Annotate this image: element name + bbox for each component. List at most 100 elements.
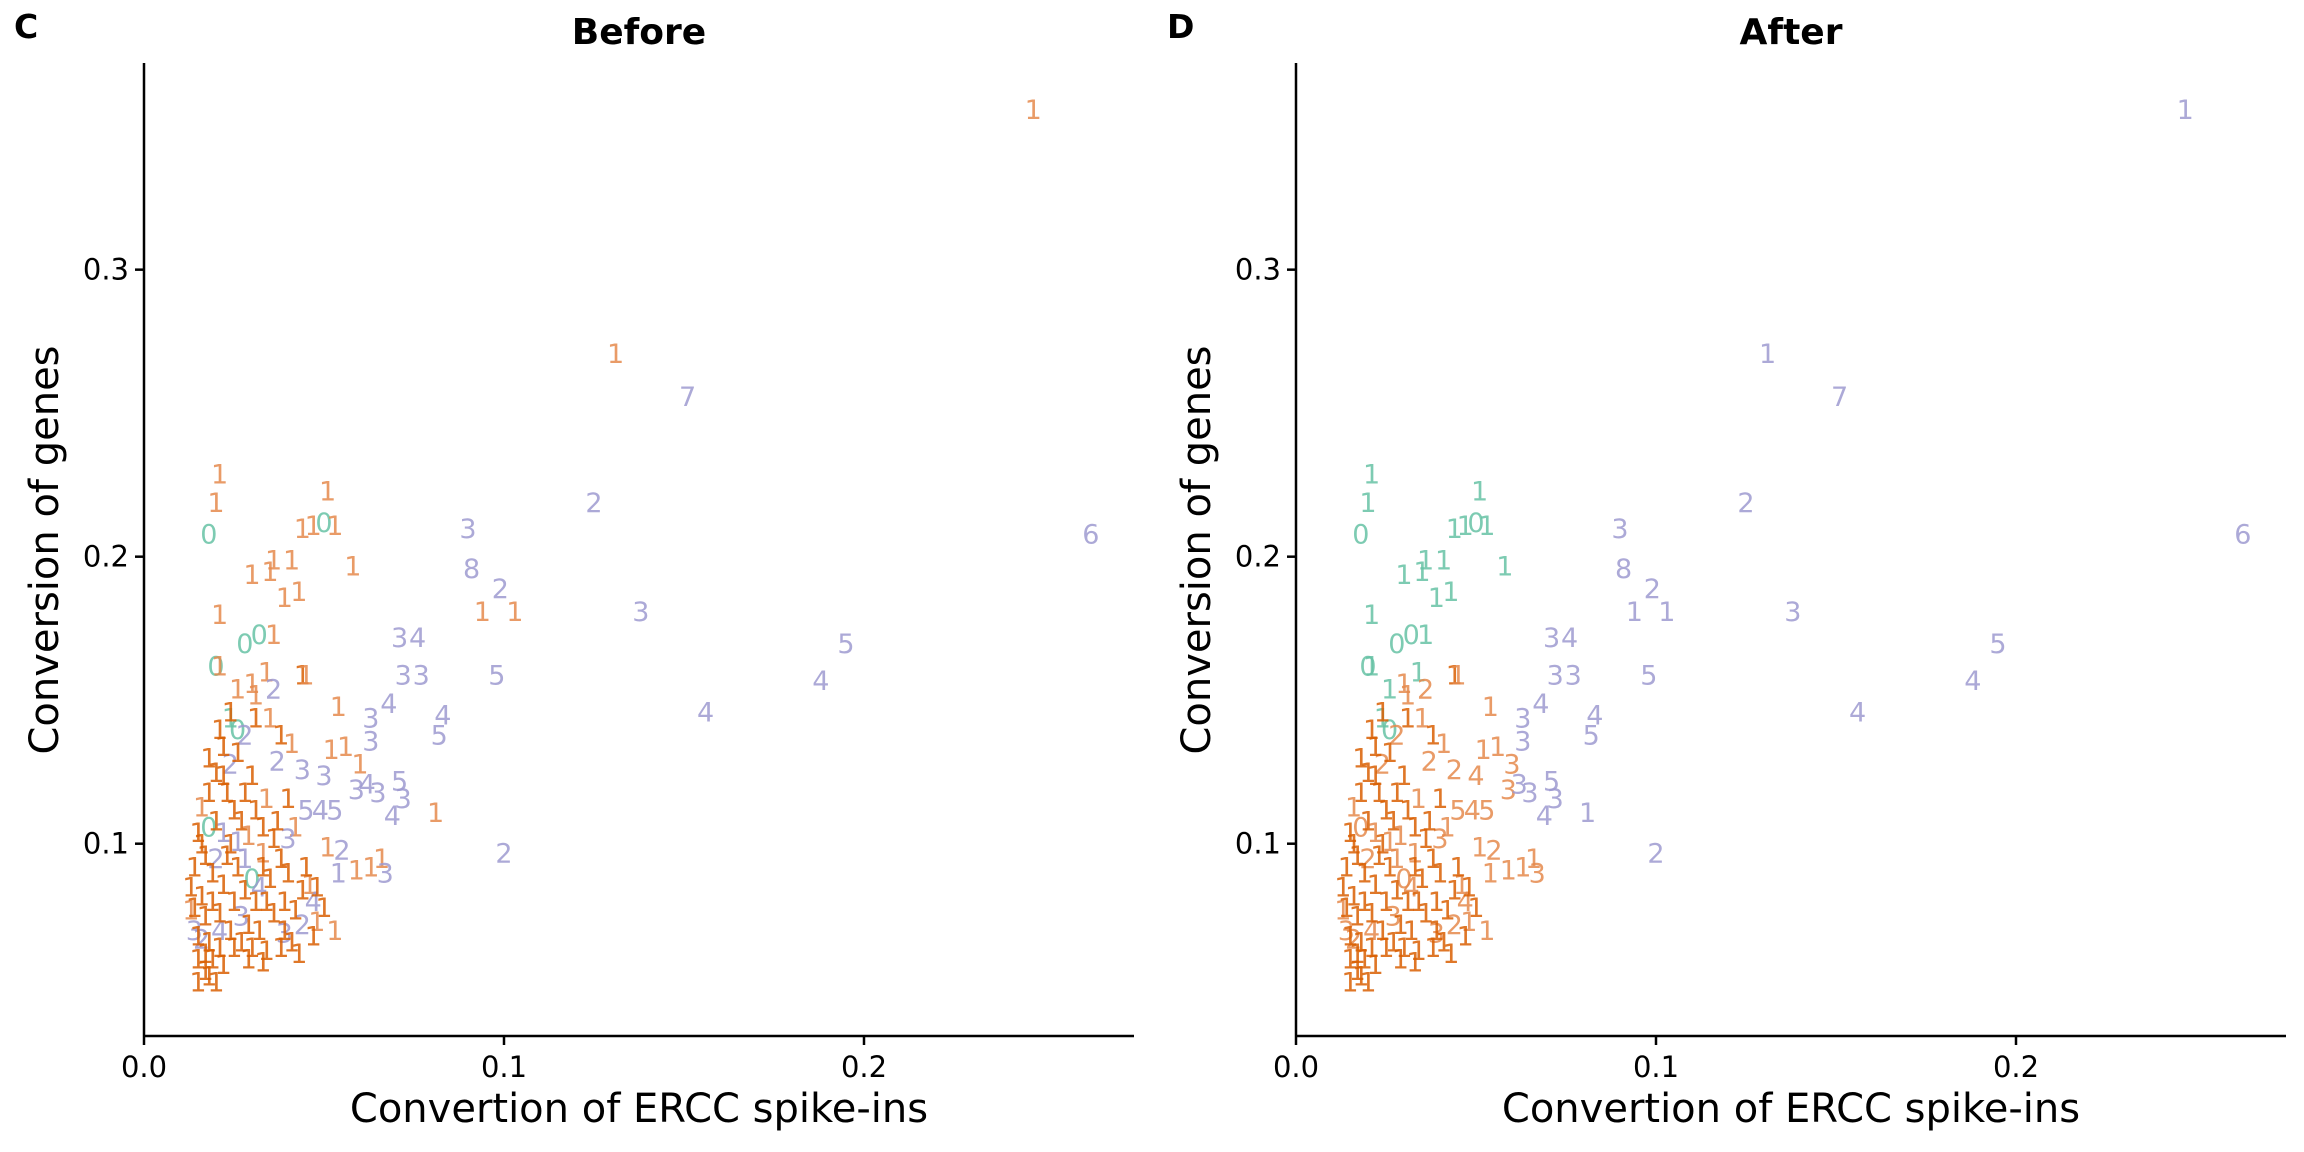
point-label: 1 [337, 732, 354, 763]
point-label: 0 [1359, 652, 1376, 683]
point-label: 1 [1352, 962, 1369, 993]
point-label: 1 [1356, 945, 1373, 976]
point-label: 0 [1352, 520, 1369, 551]
point-label: 1 [506, 597, 523, 628]
point-label: 1 [344, 551, 361, 582]
point-label: 1 [1381, 675, 1398, 706]
point-label: 1 [1388, 876, 1405, 907]
point-label: 1 [1359, 967, 1376, 998]
point-label: 1 [1424, 721, 1441, 752]
point-label: 1 [1424, 844, 1441, 875]
point-label: 1 [1352, 778, 1369, 809]
point-label: 3 [294, 755, 311, 786]
point-label: 1 [1395, 761, 1412, 792]
point-label: 1 [204, 887, 221, 918]
point-label: 1 [1388, 778, 1405, 809]
point-label: 4 [1464, 795, 1481, 826]
point-label: 2 [585, 488, 602, 519]
point-label: 1 [305, 922, 322, 953]
point-label: 1 [261, 703, 278, 734]
point-label: 1 [1370, 841, 1387, 872]
point-label: 1 [1395, 669, 1412, 700]
point-label: 4 [1457, 887, 1474, 918]
point-label: 1 [200, 778, 217, 809]
point-label: 1 [1385, 807, 1402, 838]
point-label: 1 [1428, 583, 1445, 614]
point-label: 1 [305, 511, 322, 542]
point-label: 5 [326, 795, 343, 826]
x-tick-label: 0.1 [481, 1050, 527, 1084]
point-label: 5 [1478, 795, 1495, 826]
point-label: 1 [1399, 795, 1416, 826]
point-label: 1 [1482, 858, 1499, 889]
point-label: 1 [236, 876, 253, 907]
point-label: 1 [1334, 873, 1351, 904]
point-label: 3 [1385, 901, 1402, 932]
point-label: 1 [1341, 818, 1358, 849]
point-label: 1 [229, 827, 246, 858]
point-label: 1 [308, 873, 325, 904]
point-label: 1 [1478, 511, 1495, 542]
point-label: 1 [1349, 939, 1366, 970]
point-label: 5 [1640, 660, 1657, 691]
point-label: 1 [225, 933, 242, 964]
point-label: 5 [1449, 795, 1466, 826]
point-label: 1 [1500, 856, 1517, 887]
point-label: 1 [1377, 795, 1394, 826]
point-label: 1 [243, 560, 260, 591]
point-label: 1 [1381, 853, 1398, 884]
point-label: 1 [193, 792, 210, 823]
point-label: 1 [1453, 870, 1470, 901]
point-label: 1 [1471, 833, 1488, 864]
point-label: 5 [431, 721, 448, 752]
point-label: 1 [233, 927, 250, 958]
point-label: 1 [1363, 459, 1380, 490]
point-label: 1 [186, 853, 203, 884]
point-label: 2 [265, 675, 282, 706]
point-label: 1 [207, 967, 224, 998]
point-label: 1 [1439, 896, 1456, 927]
point-label: 0 [1352, 812, 1369, 843]
point-label: 4 [697, 698, 714, 729]
point-label: 5 [488, 660, 505, 691]
point-label: 1 [1406, 838, 1423, 869]
point-label: 3 [186, 916, 203, 947]
point-label: 1 [1413, 557, 1430, 588]
point-label: 1 [1489, 732, 1506, 763]
point-label: 1 [211, 652, 228, 683]
point-label: 2 [1374, 749, 1391, 780]
point-label: 1 [1374, 703, 1391, 734]
x-tick-label: 0.2 [1993, 1050, 2039, 1084]
point-label: 3 [1521, 778, 1538, 809]
point-label: 1 [1356, 887, 1373, 918]
point-label: 1 [204, 945, 221, 976]
x-ticks: 0.0 0.1 0.2 [121, 1036, 887, 1084]
point-label: 3 [395, 784, 412, 815]
point-label: 1 [1442, 939, 1459, 970]
point-label: 1 [1435, 927, 1452, 958]
point-label: 1 [1460, 873, 1477, 904]
y-axis-title: Conversion of genes [22, 345, 68, 754]
point-label: 6 [2234, 520, 2251, 551]
point-label: 1 [279, 784, 296, 815]
point-label: 1 [1352, 927, 1369, 958]
point-label: 5 [1989, 629, 2006, 660]
point-label: 1 [225, 887, 242, 918]
point-label: 1 [1374, 830, 1391, 861]
point-label: 1 [254, 838, 271, 869]
point-label: 1 [1406, 853, 1423, 884]
point-label: 1 [1359, 488, 1376, 519]
point-label: 1 [1341, 945, 1358, 976]
point-label: 4 [1467, 761, 1484, 792]
point-label: 1 [1367, 870, 1384, 901]
point-label: 1 [200, 927, 217, 958]
point-label: 1 [258, 936, 275, 967]
point-label: 1 [197, 956, 214, 987]
point-label: 1 [272, 721, 289, 752]
point-label: 7 [679, 382, 696, 413]
point-label: 1 [326, 511, 343, 542]
point-label: 1 [1417, 824, 1434, 855]
point-label: 1 [1341, 967, 1358, 998]
point-label: 3 [377, 858, 394, 889]
